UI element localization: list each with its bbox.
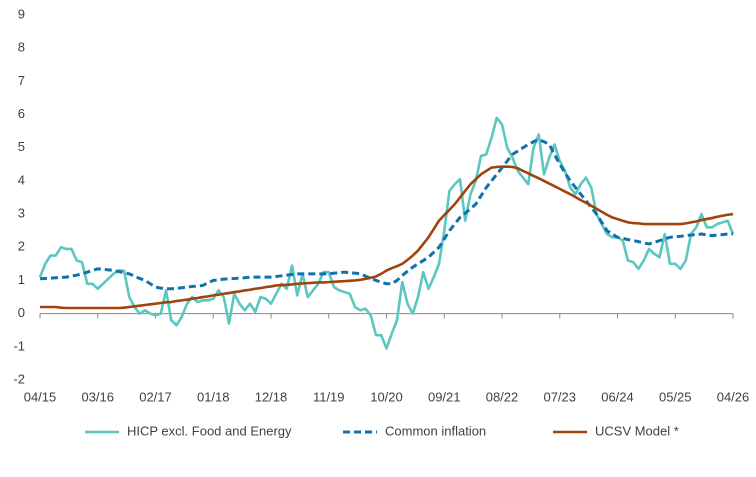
x-tick-label: 08/22 [486,389,519,404]
legend-label: HICP excl. Food and Energy [127,423,292,438]
legend-label: UCSV Model * [595,423,679,438]
y-tick-label: 1 [18,272,25,287]
x-tick-label: 05/25 [659,389,692,404]
x-tick-label: 10/20 [370,389,403,404]
x-tick-label: 02/17 [139,389,172,404]
legend-label: Common inflation [385,423,486,438]
series-line [39,137,733,291]
y-tick-label: 8 [18,40,25,55]
x-tick-label: 09/21 [428,389,461,404]
y-tick-label: 6 [18,106,25,121]
y-tick-label: 5 [18,139,25,154]
y-tick-label: 9 [18,6,25,21]
x-tick-label: 07/23 [543,389,576,404]
series-line [40,165,734,310]
y-tick-label: 2 [18,239,25,254]
x-tick-label: 12/18 [255,389,288,404]
y-tick-label: 7 [18,73,25,88]
x-tick-label: 01/18 [197,389,230,404]
x-tick-label: 03/16 [81,389,114,404]
x-tick-label: 04/15 [24,389,57,404]
x-tick-label: 11/19 [313,389,345,404]
y-tick-label: 0 [18,305,25,320]
y-tick-label: 4 [18,172,25,187]
x-tick-label: 06/24 [601,389,634,404]
y-tick-label: 3 [18,206,25,221]
y-tick-label: -1 [13,338,25,353]
x-tick-label: 04/26 [717,389,750,404]
y-tick-label: -2 [13,371,25,386]
